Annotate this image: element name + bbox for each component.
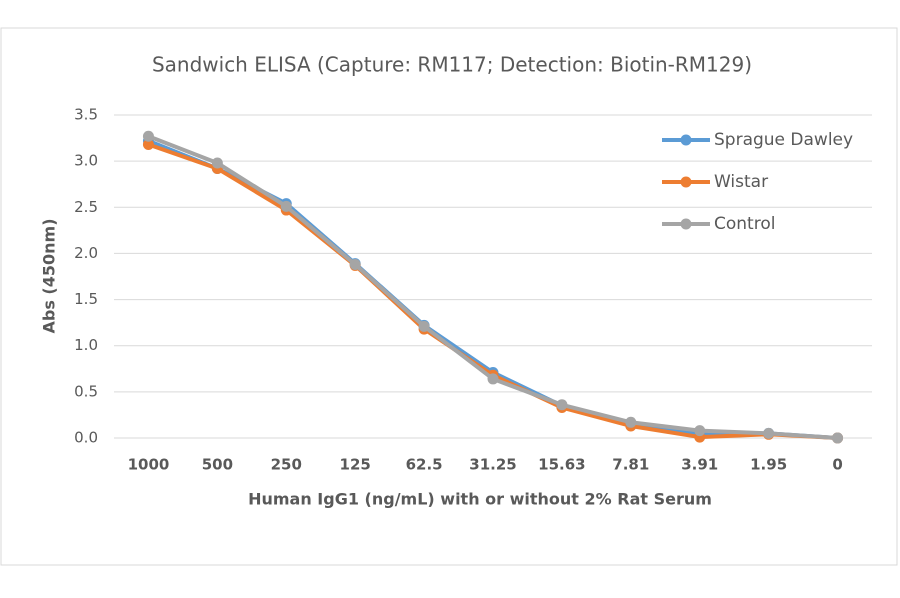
data-point [211,157,223,169]
legend-label: Control [714,214,775,234]
x-tick-label: 7.81 [612,456,649,474]
legend-marker [680,134,692,146]
x-tick-label: 62.5 [406,456,443,474]
data-point [694,425,706,437]
y-tick-label: 1.5 [74,290,98,308]
y-axis-title: Abs (450nm) [40,218,59,333]
x-tick-label: 1.95 [750,456,787,474]
chart-border [0,27,898,566]
y-tick-label: 0.0 [74,429,98,447]
y-tick-label: 1.0 [74,336,98,354]
data-point [349,259,361,271]
x-tick-label: 500 [202,456,233,474]
data-point [763,427,775,439]
data-point [556,399,568,411]
data-point [280,200,292,212]
x-axis-title: Human IgG1 (ng/mL) with or without 2% Ra… [248,490,712,509]
data-point [142,139,154,151]
x-tick-label: 31.25 [469,456,516,474]
legend-marker [680,176,692,188]
x-tick-label: 1000 [128,456,170,474]
y-tick-label: 2.0 [74,244,98,262]
data-point [832,432,844,444]
x-tick-label: 0 [832,456,842,474]
x-tick-label: 250 [271,456,302,474]
y-tick-label: 0.5 [74,382,98,400]
x-tick-label: 3.91 [681,456,718,474]
data-point [487,373,499,385]
y-tick-label: 3.5 [74,106,98,124]
x-tick-label: 125 [340,456,371,474]
legend-marker [680,218,692,230]
data-point [625,416,637,428]
chart-title: Sandwich ELISA (Capture: RM117; Detectio… [152,53,752,77]
legend-label: Wistar [714,172,768,192]
y-tick-label: 3.0 [74,152,98,170]
legend-label: Sprague Dawley [714,130,853,150]
y-tick-label: 2.5 [74,198,98,216]
data-point [142,130,154,142]
data-point [418,320,430,332]
x-tick-label: 15.63 [538,456,585,474]
